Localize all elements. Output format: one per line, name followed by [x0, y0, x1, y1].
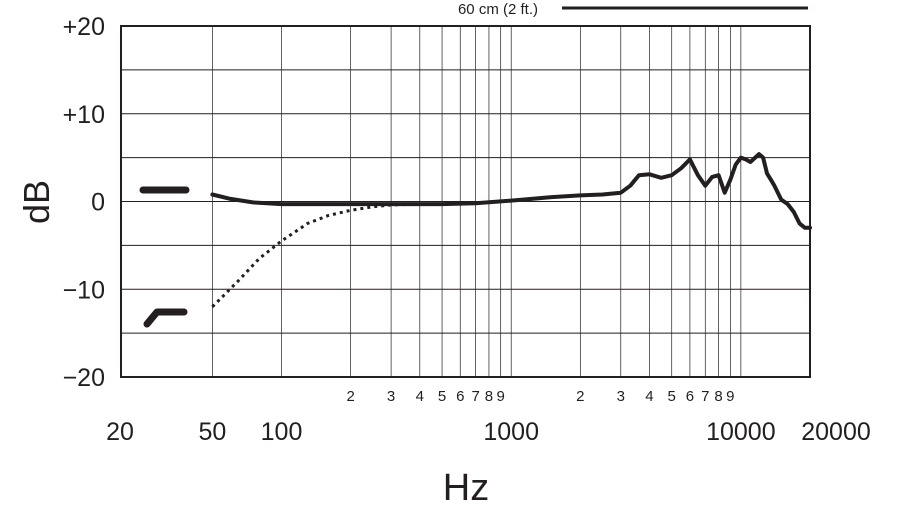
x-minor-tick-label: 9	[497, 388, 505, 405]
x-minor-tick-label: 7	[701, 388, 709, 405]
y-tick-label: −10	[63, 276, 105, 304]
x-minor-tick-label: 8	[714, 388, 722, 405]
y-tick-labels: +20 +10 0 −10 −20	[63, 13, 105, 392]
y-tick-label: +20	[63, 13, 105, 41]
x-minor-tick-label: 6	[686, 388, 694, 405]
x-axis-title: Hz	[443, 467, 489, 509]
plot-frame	[120, 25, 811, 378]
y-tick-label: −20	[63, 364, 105, 392]
x-minor-tick-label: 9	[726, 388, 734, 405]
grid	[121, 26, 810, 377]
y-axis-title: dB	[16, 180, 57, 224]
legend-label: 60 cm (2 ft.)	[458, 1, 538, 18]
x-major-tick-label: 20000	[801, 418, 871, 446]
y-tick-label: 0	[91, 189, 105, 217]
x-major-tick-label: 20	[106, 418, 134, 446]
series-solid-response	[210, 152, 812, 230]
x-minor-tick-label: 5	[668, 388, 676, 405]
x-minor-tick-label: 7	[471, 388, 479, 405]
series-dotted-lowcut	[211, 202, 420, 308]
x-major-tick-label: 1000	[483, 418, 539, 446]
x-minor-tick-label: 5	[438, 388, 446, 405]
x-major-tick-label: 50	[198, 418, 226, 446]
x-major-tick-label: 10000	[706, 418, 776, 446]
x-major-tick-labels: 20 50 100 1000 10000 20000	[106, 418, 871, 446]
x-minor-tick-label: 8	[485, 388, 493, 405]
x-minor-tick-label: 3	[617, 388, 625, 405]
x-minor-tick-label: 4	[645, 388, 653, 405]
x-minor-tick-label: 2	[346, 388, 354, 405]
x-minor-tick-label: 6	[456, 388, 464, 405]
x-minor-tick-label: 2	[576, 388, 584, 405]
y-tick-label: +10	[63, 101, 105, 129]
x-minor-tick-label: 4	[416, 388, 424, 405]
low-cut-response-icon[interactable]	[143, 308, 188, 328]
x-major-tick-label: 100	[261, 418, 303, 446]
x-minor-tick-label: 3	[387, 388, 395, 405]
